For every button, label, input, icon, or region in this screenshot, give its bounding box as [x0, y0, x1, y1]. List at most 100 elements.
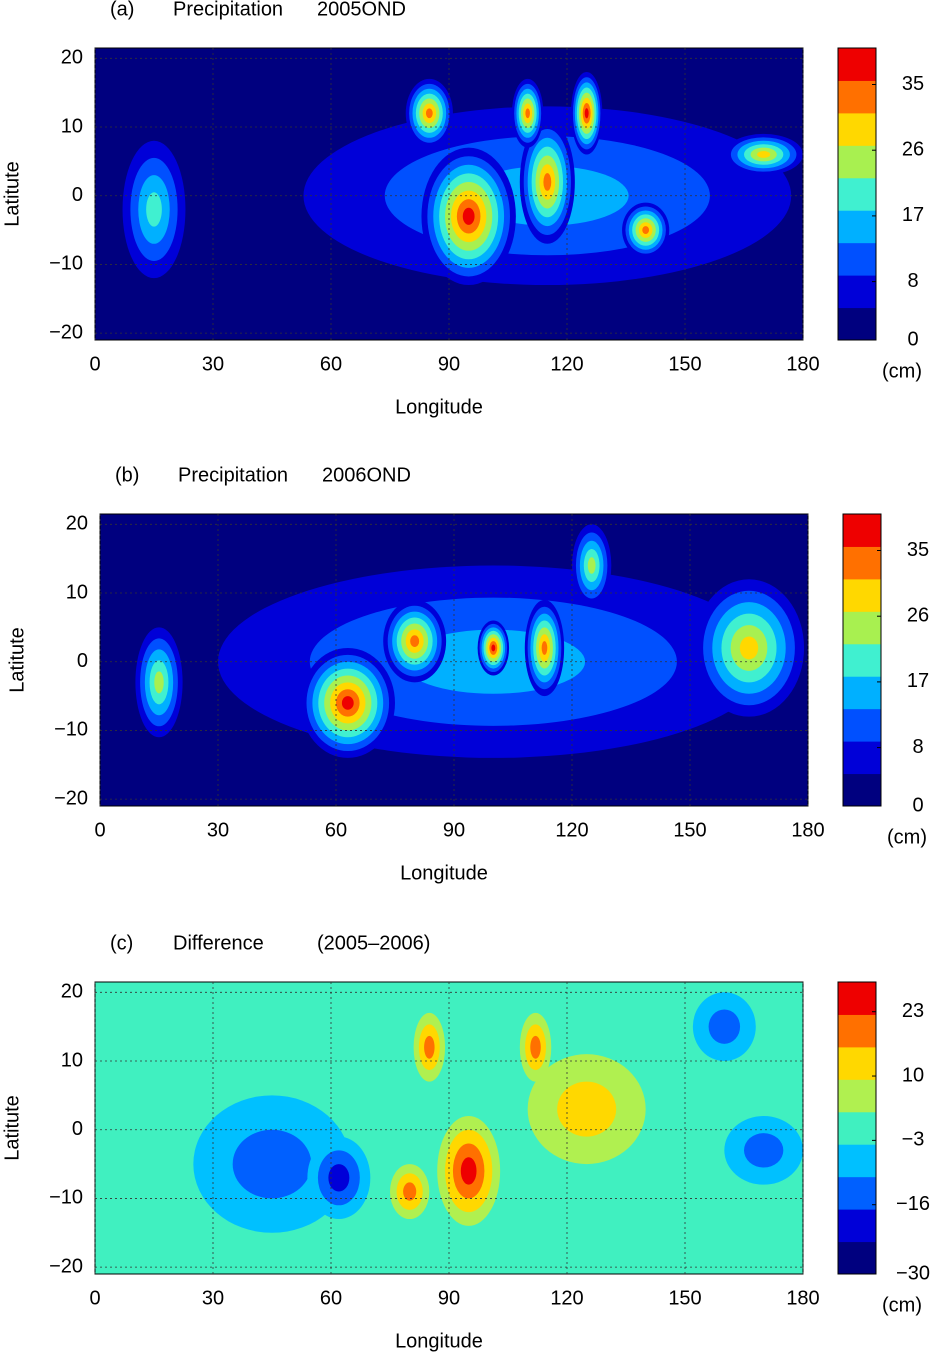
- x-tick-label: 30: [202, 1287, 224, 1309]
- contour-region: [424, 1035, 435, 1059]
- map-field: [95, 48, 803, 340]
- colorbar-tick-label: 0: [907, 328, 918, 350]
- contour-region: [341, 696, 354, 710]
- colorbar-band: [843, 643, 881, 677]
- colorbar-unit: (cm): [882, 1294, 922, 1316]
- y-axis-label: Latitute: [6, 627, 28, 693]
- y-tick-label: −10: [49, 253, 83, 275]
- x-tick-label: 150: [668, 353, 701, 375]
- colorbar-band: [843, 708, 881, 742]
- colorbar-band: [838, 210, 876, 244]
- x-tick-label: 150: [668, 1287, 701, 1309]
- y-tick-label: 0: [77, 650, 88, 672]
- contour-region: [541, 641, 548, 655]
- contour-region: [587, 557, 596, 574]
- colorbar-tick-label: 8: [907, 270, 918, 292]
- colorbar-tick-label: −3: [902, 1129, 925, 1151]
- colorbar-tick-label: 26: [902, 138, 924, 160]
- colorbar-band: [838, 307, 876, 341]
- colorbar-frame: [837, 47, 877, 341]
- colorbar-tick-label: 17: [907, 670, 929, 692]
- contour-region: [410, 635, 420, 647]
- y-tick-label: −10: [54, 719, 88, 741]
- colorbar-band: [838, 145, 876, 179]
- colorbar-band: [838, 1241, 876, 1275]
- contour-region: [462, 207, 475, 225]
- colorbar-tick-label: 17: [902, 204, 924, 226]
- x-tick-label: 180: [791, 819, 824, 841]
- colorbar-band: [843, 676, 881, 710]
- colorbar-tick-label: 26: [907, 604, 929, 626]
- contour-region: [739, 636, 759, 660]
- panel: (b) Precipitation 2006OND 0 30 60 90 120 150 180 −…: [6, 464, 929, 884]
- panel-label: (c): [110, 932, 133, 954]
- y-tick-label: −20: [49, 1255, 83, 1277]
- x-tick-label: 90: [438, 353, 460, 375]
- colorbar-band: [838, 1014, 876, 1048]
- colorbar-tick-label: −30: [896, 1262, 930, 1284]
- colorbar-band: [843, 514, 881, 547]
- contour-region: [757, 151, 771, 158]
- contour-region: [642, 226, 650, 234]
- panel: (c) Difference (2005–2006) 0 30 60 90 120 150 180…: [1, 932, 930, 1352]
- colorbar-band: [838, 80, 876, 114]
- colorbar-band: [838, 982, 876, 1015]
- x-tick-label: 150: [673, 819, 706, 841]
- contour-region: [460, 1157, 477, 1185]
- panel-label: (b): [115, 464, 139, 486]
- colorbar-band: [838, 48, 876, 81]
- panel-label: (a): [110, 0, 134, 20]
- y-axis-label: Latitute: [1, 161, 23, 227]
- contour-region: [543, 173, 552, 191]
- colorbar-unit: (cm): [882, 360, 922, 382]
- contour-region: [584, 108, 589, 119]
- x-tick-label: 90: [438, 1287, 460, 1309]
- colorbar-tick-label: 35: [907, 539, 929, 561]
- contour-region: [530, 1035, 541, 1059]
- colorbar-tick-label: 35: [902, 73, 924, 95]
- panel-subtitle: (2005–2006): [317, 932, 430, 954]
- contour-region: [232, 1129, 312, 1199]
- colorbar-unit: (cm): [887, 826, 927, 848]
- colorbar-tick-label: 10: [902, 1064, 924, 1086]
- y-axis-label: Latitute: [1, 1095, 23, 1161]
- y-tick-label: 20: [66, 513, 88, 535]
- colorbar-band: [838, 275, 876, 309]
- contour-region: [744, 1133, 784, 1168]
- y-tick-label: −20: [49, 321, 83, 343]
- x-axis-label: Longitude: [400, 862, 488, 884]
- x-tick-label: 0: [89, 353, 100, 375]
- contour-region: [708, 1009, 741, 1044]
- x-tick-label: 90: [443, 819, 465, 841]
- y-tick-label: 20: [61, 47, 83, 69]
- x-tick-label: 180: [786, 1287, 819, 1309]
- x-tick-label: 60: [320, 1287, 342, 1309]
- x-tick-label: 120: [550, 1287, 583, 1309]
- x-tick-label: 60: [325, 819, 347, 841]
- x-axis-label: Longitude: [395, 396, 483, 418]
- x-tick-label: 120: [555, 819, 588, 841]
- colorbar-band: [843, 741, 881, 775]
- colorbar-band: [843, 546, 881, 580]
- contour-region: [403, 1182, 417, 1201]
- colorbar-tick-label: −16: [896, 1193, 930, 1215]
- x-tick-label: 30: [207, 819, 229, 841]
- x-axis-label: Longitude: [395, 1330, 483, 1352]
- contour-region: [328, 1164, 350, 1192]
- contour-region: [525, 108, 530, 119]
- contour-region: [425, 108, 433, 119]
- y-tick-label: 10: [61, 115, 83, 137]
- colorbar-band: [843, 578, 881, 612]
- y-tick-label: 0: [72, 1118, 83, 1140]
- x-tick-label: 180: [786, 353, 819, 375]
- panel-title: Precipitation: [173, 0, 283, 20]
- colorbar-band: [838, 1144, 876, 1178]
- contour-region: [557, 1081, 617, 1137]
- panel-subtitle: 2006OND: [322, 464, 411, 486]
- y-tick-label: 20: [61, 981, 83, 1003]
- y-tick-label: −10: [49, 1187, 83, 1209]
- y-tick-label: 10: [66, 581, 88, 603]
- colorbar-band: [838, 1176, 876, 1210]
- panel-title: Difference: [173, 932, 264, 954]
- panel-subtitle: 2005OND: [317, 0, 406, 20]
